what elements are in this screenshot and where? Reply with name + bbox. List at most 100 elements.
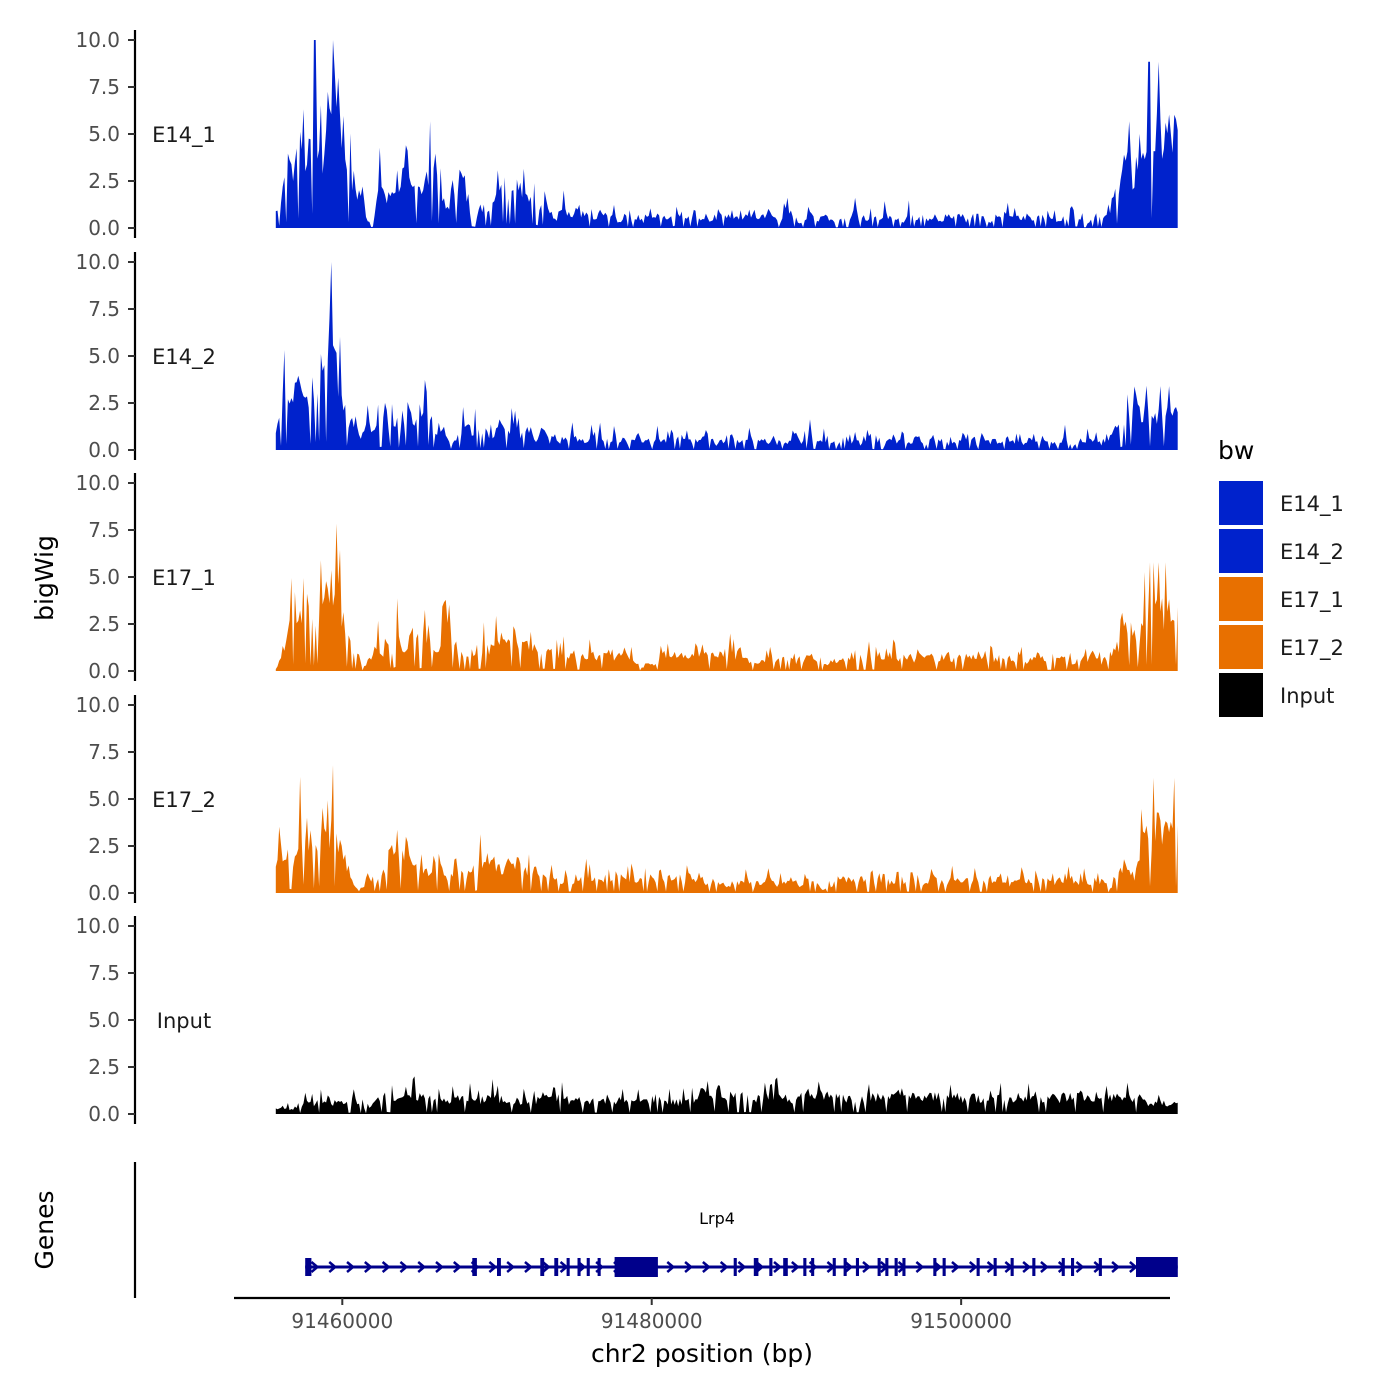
track-label: E14_2 <box>152 345 216 370</box>
track-e17-2: 0.0 2.5 5.0 7.5 10.0 E17_2 <box>75 693 1178 905</box>
strand-arrow <box>541 1261 551 1273</box>
gene-exon <box>472 1258 477 1276</box>
gene-exon <box>933 1258 937 1276</box>
gene-exon <box>733 1258 737 1276</box>
strand-arrow <box>968 1261 978 1273</box>
gene-exon <box>540 1258 545 1276</box>
x-axis-ticks: 91460000 91480000 91500000 <box>291 1298 1012 1333</box>
y-tick-label: 0.0 <box>88 659 120 683</box>
y-tick-label: 5.0 <box>88 565 120 589</box>
legend-label: E14_1 <box>1280 492 1344 517</box>
gene-exon <box>566 1258 570 1276</box>
coverage-area <box>275 523 1178 671</box>
gene-exon <box>497 1258 501 1276</box>
strand-arrow <box>737 1261 747 1273</box>
genes-axis-title: Genes <box>30 1190 59 1269</box>
legend-swatch <box>1217 623 1265 671</box>
strand-arrow <box>524 1261 533 1273</box>
legend-swatch <box>1217 575 1265 623</box>
gene-exon <box>753 1258 759 1276</box>
gene-exon <box>811 1258 815 1276</box>
y-tick-label: 0.0 <box>88 881 120 905</box>
y-tick-label: 7.5 <box>88 961 120 985</box>
x-tick-label: 91500000 <box>910 1309 1012 1333</box>
y-tick-label: 2.5 <box>88 1055 120 1079</box>
strand-arrow <box>559 1261 569 1273</box>
strand-arrow <box>684 1261 694 1273</box>
track-label: Input <box>157 1009 211 1033</box>
y-tick-label: 7.5 <box>88 75 120 99</box>
y-tick-label: 10.0 <box>75 471 120 495</box>
gene-exon <box>1098 1258 1102 1276</box>
strand-arrow <box>791 1261 800 1273</box>
coverage-tracks: 0.0 2.5 5.0 7.5 10.0 E14_1 0.0 2.5 5.0 7.5 10.0 E14… <box>75 28 1178 1126</box>
legend-swatch <box>1217 479 1265 527</box>
y-tick-label: 10.0 <box>75 250 120 274</box>
strand-arrow <box>915 1261 925 1273</box>
legend-swatch <box>1217 527 1265 575</box>
strand-arrow <box>773 1261 782 1273</box>
track-e14-1: 0.0 2.5 5.0 7.5 10.0 E14_1 <box>75 28 1178 240</box>
genes-panel: Genes Lrp4 <box>30 1162 1178 1298</box>
legend-label: E14_2 <box>1280 540 1344 565</box>
gene-exon <box>783 1258 788 1276</box>
legend: bw E14_1 E14_2 E17_1 E17_2 Input <box>1217 436 1344 719</box>
y-tick-label: 7.5 <box>88 297 120 321</box>
strand-arrow <box>399 1261 409 1273</box>
strand-arrow <box>310 1261 320 1273</box>
y-tick-label: 5.0 <box>88 787 120 811</box>
strand-arrow <box>506 1261 516 1273</box>
gene-exon <box>843 1258 847 1276</box>
gene-exon <box>1071 1258 1075 1276</box>
y-tick-label: 0.0 <box>88 1102 120 1126</box>
gene-exon <box>894 1258 898 1276</box>
strand-arrow <box>1022 1261 1032 1273</box>
strand-arrow <box>862 1261 871 1273</box>
strand-arrow <box>452 1261 462 1273</box>
legend-title: bw <box>1218 436 1254 465</box>
coverage-area <box>275 765 1178 893</box>
gene-exon <box>902 1258 906 1276</box>
strand-arrow <box>1111 1261 1121 1273</box>
legend-label: Input <box>1280 684 1334 708</box>
strand-arrow <box>346 1261 355 1273</box>
gene-exon <box>855 1258 859 1276</box>
coverage-area <box>275 1076 1178 1114</box>
gene-exon <box>1010 1258 1014 1276</box>
gene-exon <box>1061 1258 1065 1276</box>
legend-swatch <box>1217 671 1265 719</box>
track-e14-2: 0.0 2.5 5.0 7.5 10.0 E14_2 <box>75 250 1178 462</box>
gene-exon <box>877 1258 881 1276</box>
track-e17-1: 0.0 2.5 5.0 7.5 10.0 E17_1 <box>75 471 1178 683</box>
strand-arrow <box>488 1261 498 1273</box>
gene-exon <box>586 1258 590 1276</box>
strand-arrow <box>666 1261 676 1273</box>
strand-arrow <box>435 1261 444 1273</box>
coverage-area <box>275 262 1178 450</box>
gene-label: Lrp4 <box>699 1209 735 1228</box>
x-axis-title: chr2 position (bp) <box>591 1339 813 1368</box>
gene-exon <box>1136 1257 1178 1277</box>
legend-items: E14_1 E14_2 E17_1 E17_2 Input <box>1217 479 1344 719</box>
y-tick-label: 10.0 <box>75 914 120 938</box>
y-tick-label: 2.5 <box>88 834 120 858</box>
strand-arrow <box>844 1261 854 1273</box>
y-tick-label: 5.0 <box>88 122 120 146</box>
strand-arrow <box>381 1261 391 1273</box>
gene-model <box>305 1257 1178 1277</box>
gene-exon <box>554 1258 559 1276</box>
y-axis-title: bigWig <box>30 535 59 621</box>
gene-exon <box>993 1258 997 1276</box>
track-label: E17_1 <box>152 566 216 591</box>
strand-arrow <box>364 1261 373 1273</box>
strand-arrow <box>1075 1261 1085 1273</box>
gene-exon <box>305 1258 312 1276</box>
gene-exon <box>597 1258 601 1276</box>
y-tick-label: 2.5 <box>88 391 120 415</box>
strand-arrow <box>1129 1261 1138 1273</box>
track-label: E17_2 <box>152 788 216 813</box>
gene-exon <box>832 1258 836 1276</box>
legend-label: E17_2 <box>1280 636 1344 661</box>
